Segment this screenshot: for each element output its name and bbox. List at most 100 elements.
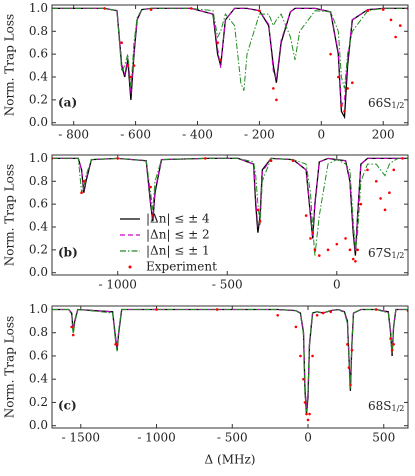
experiment-point <box>71 333 75 337</box>
state-label-sub: 1/2 <box>392 404 405 413</box>
y-tick-label: 0.8 <box>29 24 48 38</box>
x-tick-label: - 800 <box>58 128 89 142</box>
panel-label: (c) <box>58 399 77 413</box>
experiment-point <box>366 168 369 172</box>
experiment-point <box>103 7 106 10</box>
experiment-point <box>394 35 397 39</box>
experiment-point <box>326 248 330 252</box>
experiment-point <box>115 343 119 346</box>
y-tick-label: 0.6 <box>29 197 48 211</box>
panel: 0.0 0.2 0.4 0.6 0.8 1.0 - 800 - 600 - 400 - 200 0 2… <box>3 1 409 142</box>
experiment-point <box>315 313 319 317</box>
y-tick-label: 0.2 <box>29 92 48 106</box>
experiment-point <box>347 366 351 369</box>
experiment-point <box>215 308 219 311</box>
y-tick-label: 0.0 <box>29 265 48 279</box>
experiment-point <box>379 197 382 200</box>
state-label-main: 66S <box>368 96 392 110</box>
panel: 0.0 0.2 0.4 0.6 0.8 1.0 - 1000 - 500 0 Norm. Trap… <box>3 151 409 292</box>
plot-area <box>52 157 408 263</box>
experiment-point <box>80 191 83 195</box>
experiment-point <box>329 52 332 56</box>
experiment-point <box>272 87 275 90</box>
state-label-sub: 1/2 <box>392 251 405 260</box>
experiment-point <box>390 348 394 352</box>
experiment-point <box>311 231 315 235</box>
experiment-point <box>276 313 280 317</box>
x-tick-label: - 1000 <box>137 431 175 445</box>
experiment-point <box>311 354 314 358</box>
experiment-point <box>346 343 349 346</box>
y-tick-label: 0.6 <box>29 47 48 61</box>
plot-frame <box>51 4 409 126</box>
legend-label: |Δn| ≤ ± 1 <box>146 244 210 258</box>
x-tick-label: 0 <box>333 278 341 292</box>
experiment-point <box>374 179 378 183</box>
plot-background <box>52 5 408 125</box>
experiment-point <box>304 214 308 217</box>
experiment-point <box>356 248 359 252</box>
experiment-point <box>308 412 311 416</box>
experiment-point <box>204 157 207 160</box>
legend-label: |Δn| ≤ ± 4 <box>146 212 210 226</box>
experiment-point <box>258 9 261 13</box>
experiment-point <box>309 237 312 240</box>
experiment-point <box>401 157 404 160</box>
experiment-point <box>383 208 387 212</box>
experiment-point <box>329 310 333 314</box>
state-label: 66S1/2 <box>368 96 404 111</box>
plot-frame <box>51 154 409 276</box>
experiment-point <box>305 412 308 416</box>
panel: 0.0 0.2 0.4 0.6 0.8 1.0 - 1500 - 1000 - 500 0 500 N… <box>3 302 409 467</box>
legend-label: |Δn| ≤ ± 2 <box>146 228 210 242</box>
experiment-point <box>398 24 402 27</box>
experiment-point <box>350 81 354 85</box>
experiment-point <box>343 109 346 113</box>
experiment-point <box>126 64 130 67</box>
experiment-point <box>269 159 273 163</box>
experiment-point <box>294 325 298 329</box>
plot-area <box>52 308 408 422</box>
plot-area <box>52 7 408 120</box>
y-tick-label: 0.4 <box>29 70 48 84</box>
experiment-point <box>129 75 133 79</box>
experiment-point <box>349 383 352 387</box>
experiment-point <box>256 208 260 212</box>
experiment-point <box>82 179 86 183</box>
x-tick-label: - 200 <box>244 128 275 142</box>
experiment-point <box>149 8 153 11</box>
experiment-point <box>389 337 392 340</box>
x-tick-label: - 500 <box>217 431 248 445</box>
series-line <box>52 308 408 412</box>
experiment-point <box>120 41 123 45</box>
state-label-main: 68S <box>368 399 392 413</box>
experiment-point <box>151 214 155 217</box>
x-tick-label: 0 <box>304 431 312 445</box>
x-tick-label: 0 <box>318 128 326 142</box>
experiment-point <box>303 401 307 404</box>
y-tick-label: 1.0 <box>29 151 48 165</box>
experiment-point <box>302 377 305 381</box>
experiment-point <box>149 185 152 189</box>
panel-label: (a) <box>58 96 77 110</box>
experiment-point <box>392 343 395 346</box>
panel-label: (b) <box>58 246 78 260</box>
x-tick-label: - 1000 <box>99 278 137 292</box>
plot-frame <box>51 305 409 429</box>
experiment-point <box>216 41 219 45</box>
experiment-point <box>351 257 355 261</box>
experiment-point <box>381 8 385 11</box>
x-tick-label: - 600 <box>120 128 151 142</box>
experiment-point <box>392 168 396 172</box>
y-axis-title: Norm. Trap Loss <box>3 164 17 266</box>
experiment-point <box>366 9 370 13</box>
y-tick-label: 1.0 <box>29 302 48 316</box>
state-label: 67S1/2 <box>368 246 404 261</box>
x-tick-label: - 400 <box>182 128 213 142</box>
state-label: 68S1/2 <box>368 399 404 414</box>
x-tick-label: - 500 <box>212 278 243 292</box>
experiment-point <box>306 418 310 422</box>
experiment-point <box>321 311 325 315</box>
y-tick-label: 0.2 <box>29 395 48 409</box>
y-tick-label: 0.2 <box>29 242 48 256</box>
